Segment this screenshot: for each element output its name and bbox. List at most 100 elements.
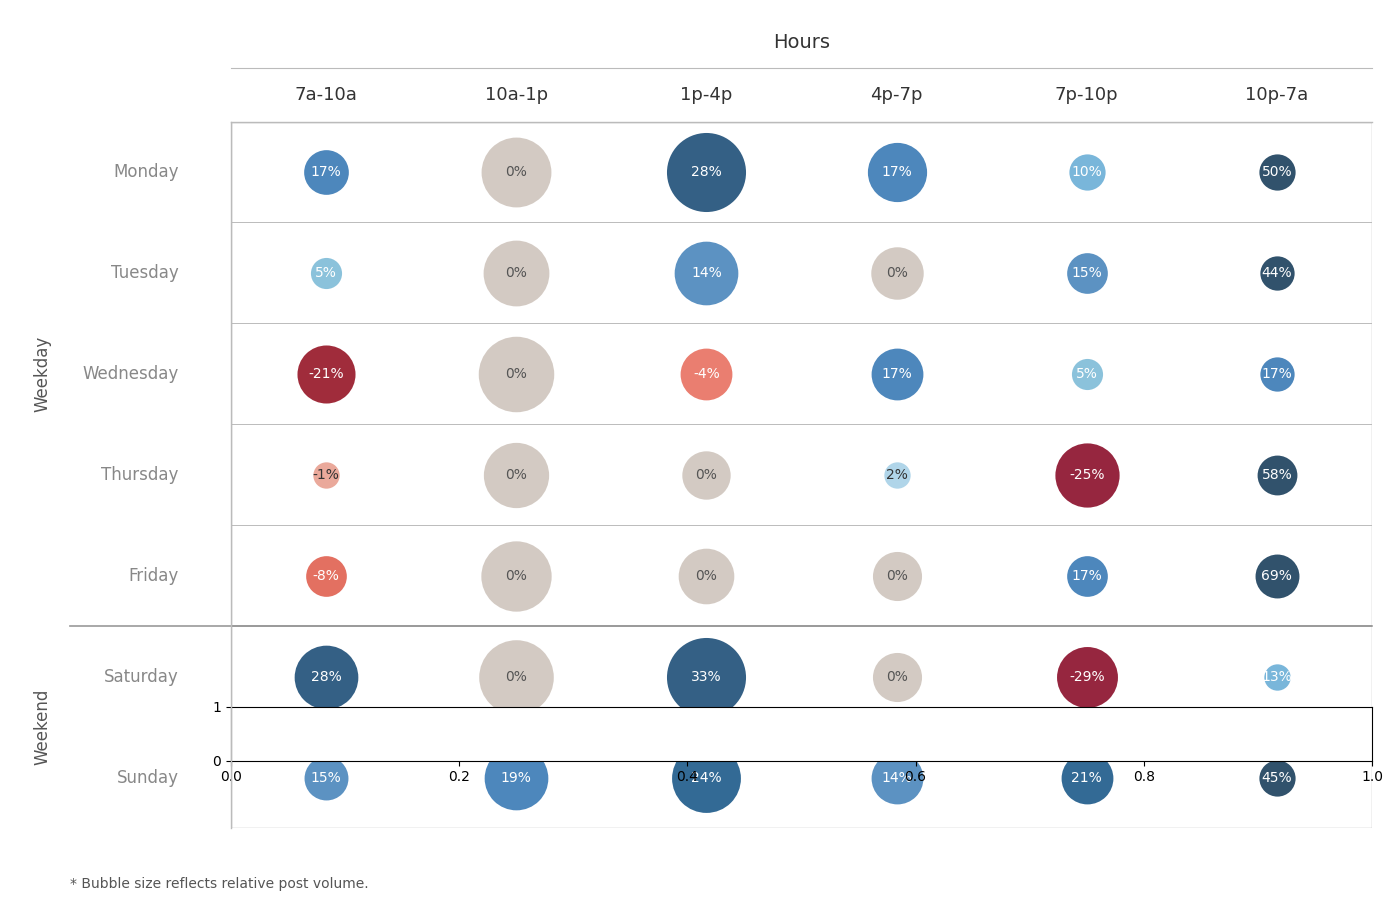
Point [1075,670,1098,684]
Point [1266,165,1288,179]
Text: 28%: 28% [311,670,342,684]
Text: Weekday: Weekday [34,336,50,412]
Text: 17%: 17% [1261,367,1292,381]
Point [696,165,718,179]
Point [885,770,907,785]
Point [315,569,337,583]
Text: 0%: 0% [696,468,717,482]
Point [885,266,907,280]
Text: 7a-10a: 7a-10a [294,86,357,104]
Text: * Bubble size reflects relative post volume.: * Bubble size reflects relative post vol… [70,877,368,891]
Text: -4%: -4% [693,367,720,381]
Point [315,770,337,785]
Text: 21%: 21% [1071,770,1102,785]
Text: Sunday: Sunday [116,769,179,787]
Text: 0%: 0% [505,468,528,482]
Point [1075,165,1098,179]
Point [315,366,337,381]
Point [1266,670,1288,684]
Text: 5%: 5% [1075,367,1098,381]
Text: -1%: -1% [312,468,340,482]
Text: 10%: 10% [1071,165,1102,179]
Text: Weekend: Weekend [34,688,50,765]
Text: 17%: 17% [881,367,911,381]
Text: 15%: 15% [311,770,342,785]
Point [1075,569,1098,583]
Text: 17%: 17% [311,165,342,179]
Text: Monday: Monday [113,163,179,181]
Text: 15%: 15% [1071,266,1102,280]
Text: Tuesday: Tuesday [111,264,179,282]
Text: 0%: 0% [886,670,907,684]
Point [505,467,528,482]
Point [696,467,718,482]
Point [1266,366,1288,381]
Text: 17%: 17% [881,165,911,179]
Text: 14%: 14% [692,266,722,280]
Text: 0%: 0% [696,569,717,582]
Text: 44%: 44% [1261,266,1292,280]
Text: 14%: 14% [881,770,911,785]
Point [1075,366,1098,381]
Text: Hours: Hours [773,33,830,52]
Point [885,569,907,583]
Text: 24%: 24% [692,770,722,785]
Text: 58%: 58% [1261,468,1292,482]
Text: 0%: 0% [505,165,528,179]
Text: 33%: 33% [692,670,722,684]
Text: 0%: 0% [886,266,907,280]
Point [885,670,907,684]
Text: 4p-7p: 4p-7p [871,86,923,104]
Text: -21%: -21% [308,367,344,381]
Point [1075,770,1098,785]
Point [505,770,528,785]
Point [1075,467,1098,482]
Point [1266,266,1288,280]
Point [1266,467,1288,482]
Text: 0%: 0% [505,367,528,381]
Text: Saturday: Saturday [104,668,179,686]
Point [1266,569,1288,583]
Point [696,366,718,381]
Text: 28%: 28% [692,165,722,179]
Point [696,670,718,684]
Text: 7p-10p: 7p-10p [1056,86,1119,104]
Text: 10a-1p: 10a-1p [484,86,547,104]
Text: 19%: 19% [501,770,532,785]
Point [885,165,907,179]
Text: Wednesday: Wednesday [83,364,179,382]
Point [696,266,718,280]
Text: -29%: -29% [1070,670,1105,684]
Text: -25%: -25% [1070,468,1105,482]
Point [1266,770,1288,785]
Text: 1p-4p: 1p-4p [680,86,732,104]
Text: 13%: 13% [1261,670,1292,684]
Point [315,165,337,179]
Point [505,266,528,280]
Text: 45%: 45% [1261,770,1292,785]
Point [505,569,528,583]
Point [696,770,718,785]
Point [1075,266,1098,280]
Text: 5%: 5% [315,266,337,280]
Text: -8%: -8% [312,569,340,582]
Point [315,266,337,280]
Point [505,670,528,684]
Text: 69%: 69% [1261,569,1292,582]
Text: 10p-7a: 10p-7a [1245,86,1309,104]
Point [315,670,337,684]
Point [505,165,528,179]
Text: 50%: 50% [1261,165,1292,179]
Point [885,467,907,482]
Text: Thursday: Thursday [101,466,179,484]
Text: 0%: 0% [505,569,528,582]
Text: Friday: Friday [129,567,179,585]
Text: 17%: 17% [1071,569,1102,582]
Point [885,366,907,381]
Text: 0%: 0% [886,569,907,582]
Text: 0%: 0% [505,670,528,684]
Text: 2%: 2% [886,468,907,482]
Point [696,569,718,583]
Text: 0%: 0% [505,266,528,280]
Point [315,467,337,482]
